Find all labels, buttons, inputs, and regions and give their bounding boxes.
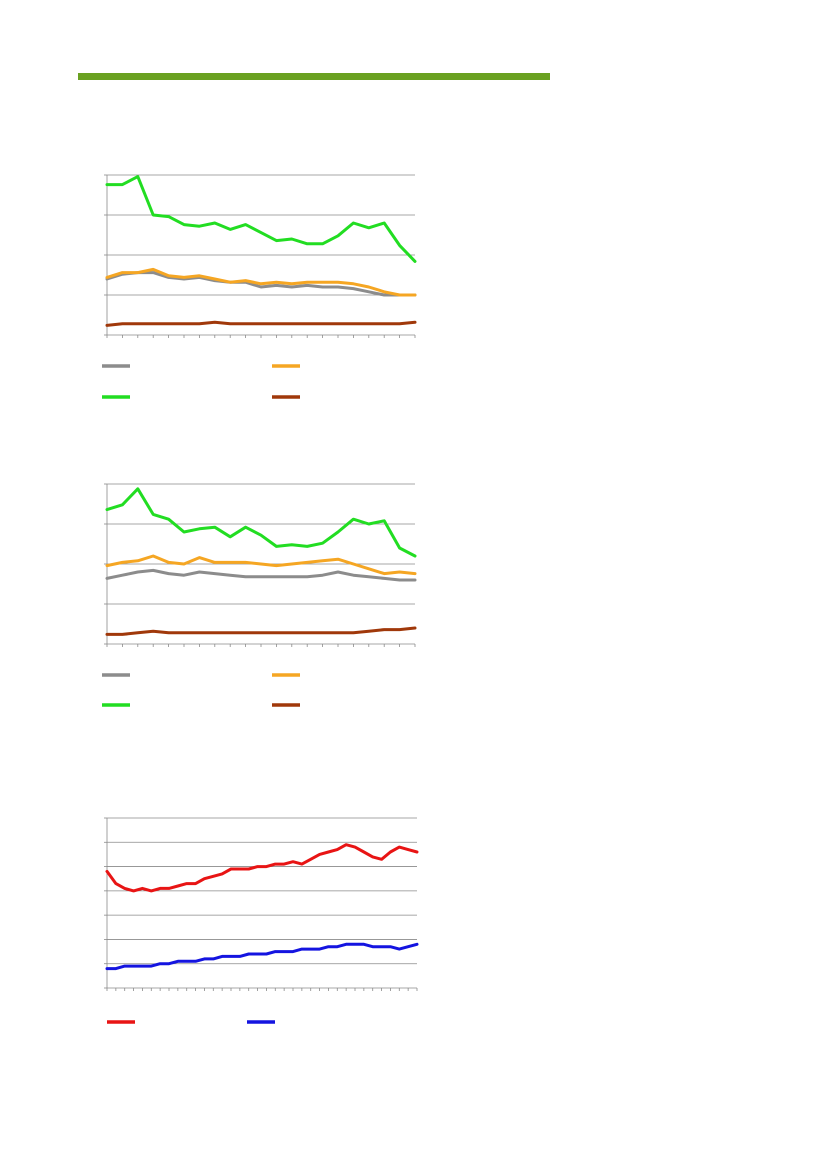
gridlines <box>107 174 415 336</box>
chart-2 <box>102 483 417 707</box>
header-rule <box>78 73 550 80</box>
x-ticks <box>106 988 418 991</box>
y-ticks <box>104 817 107 989</box>
gridlines <box>107 817 417 989</box>
y-ticks <box>104 483 107 645</box>
series-line-1 <box>105 271 417 297</box>
series-line-1 <box>105 843 419 893</box>
series-line-2 <box>105 942 419 971</box>
x-ticks <box>106 335 416 338</box>
gridlines <box>107 483 415 645</box>
series-line-4 <box>105 626 417 636</box>
chart-1 <box>102 174 417 399</box>
series-line-2 <box>105 554 417 576</box>
chart-3 <box>104 817 419 1024</box>
series-line-1 <box>105 568 417 582</box>
series-line-4 <box>105 320 417 327</box>
series-line-2 <box>105 267 417 297</box>
legend <box>102 673 300 707</box>
x-ticks <box>106 644 416 647</box>
y-ticks <box>104 174 107 336</box>
legend <box>102 364 300 399</box>
series-line-3 <box>105 487 417 558</box>
series-line-3 <box>105 175 417 263</box>
